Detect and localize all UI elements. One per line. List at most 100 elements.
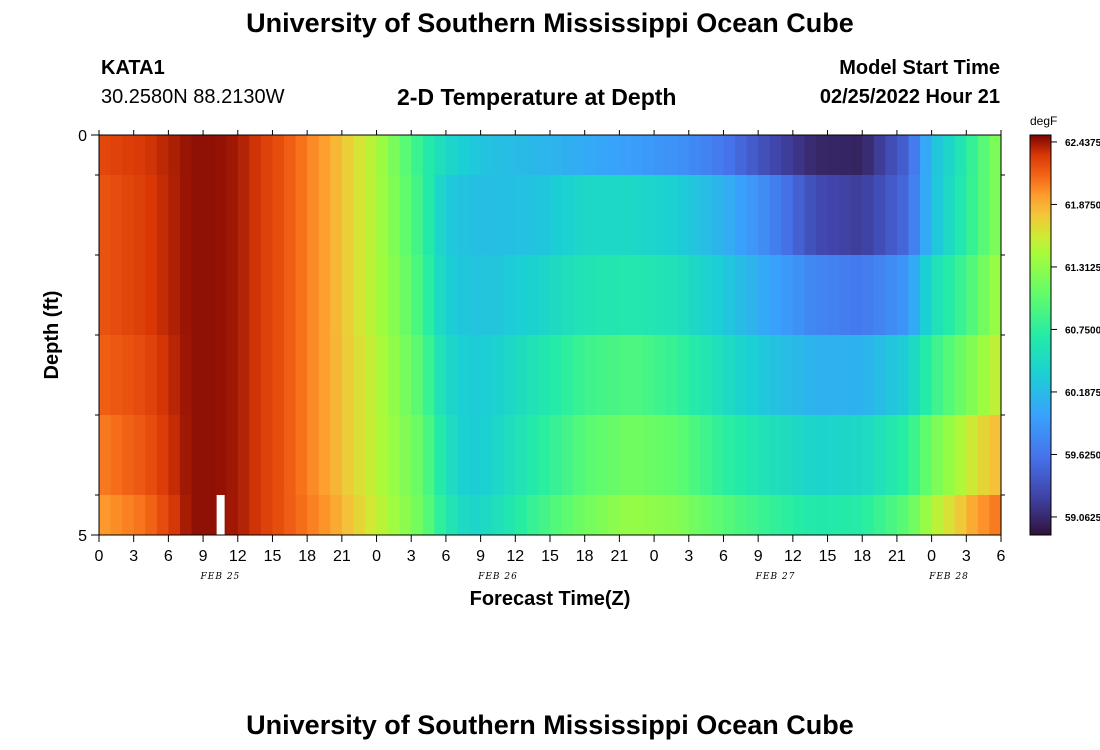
heatmap-cell	[145, 335, 158, 416]
heatmap-cell	[746, 175, 759, 256]
heatmap-cell	[711, 175, 725, 256]
heatmap-cell	[607, 495, 620, 536]
heatmap-cell	[145, 415, 158, 496]
heatmap-cell	[920, 255, 933, 336]
heatmap-cell	[272, 335, 285, 416]
heatmap-cell	[411, 335, 424, 416]
heatmap-cell	[804, 415, 817, 496]
heatmap-cell	[110, 175, 123, 256]
heatmap-cell	[214, 255, 227, 336]
heatmap-cell	[179, 495, 193, 536]
x-tick-label: 15	[819, 548, 837, 565]
heatmap-cell	[688, 495, 701, 536]
heatmap-cell	[561, 175, 574, 256]
heatmap-cell	[538, 255, 551, 336]
heatmap-cell	[260, 495, 274, 536]
heatmap-cell	[977, 135, 991, 176]
heatmap-cell	[688, 135, 701, 176]
heatmap-cell	[203, 135, 216, 176]
heatmap-cell	[550, 255, 563, 336]
heatmap-cell	[191, 135, 204, 176]
date-label: FEB 25	[200, 572, 241, 582]
heatmap-cell	[792, 135, 806, 176]
heatmap-cell	[677, 135, 690, 176]
heatmap-cell	[168, 255, 181, 336]
heatmap-cell	[931, 175, 944, 256]
heatmap-cell	[272, 415, 285, 496]
heatmap-cell	[341, 335, 355, 416]
heatmap-cell	[434, 135, 447, 176]
heatmap-cell	[237, 415, 250, 496]
heatmap-cell	[133, 255, 146, 336]
colorbar-label: 62.4375	[1065, 138, 1100, 149]
heatmap-cell	[931, 335, 944, 416]
heatmap-cell	[908, 335, 921, 416]
heatmap-cell	[492, 335, 505, 416]
heatmap-cell	[434, 335, 447, 416]
heatmap-cell	[827, 135, 840, 176]
heatmap-cell	[850, 495, 863, 536]
heatmap-cell	[341, 135, 355, 176]
heatmap-cell	[318, 135, 331, 176]
heatmap-cell	[399, 495, 412, 536]
heatmap-cell	[550, 175, 563, 256]
heatmap-cell	[145, 495, 158, 536]
heatmap-cell	[341, 495, 355, 536]
date-label: FEB 28	[928, 572, 969, 582]
colorbar-label: 59.6250	[1065, 450, 1100, 461]
heatmap-cell	[827, 495, 840, 536]
heatmap-cell	[457, 335, 470, 416]
heatmap-cell	[364, 255, 378, 336]
heatmap-cell	[445, 135, 459, 176]
heatmap-cell	[596, 255, 609, 336]
model-start-value: 02/25/2022 Hour 21	[819, 86, 1000, 108]
heatmap-cell	[469, 135, 482, 176]
heatmap-cell	[700, 135, 713, 176]
heatmap-cell	[203, 335, 216, 416]
x-tick-label: 3	[407, 548, 416, 565]
heatmap-cell	[503, 335, 516, 416]
heatmap-cell	[411, 175, 424, 256]
heatmap-cell	[469, 415, 482, 496]
model-start-label: Model Start Time	[839, 57, 1000, 79]
heatmap-cell	[573, 495, 586, 536]
heatmap-cell	[735, 495, 748, 536]
heatmap-cell	[179, 175, 193, 256]
heatmap-cell	[862, 175, 875, 256]
heatmap-cell	[122, 495, 135, 536]
heatmap-cell	[480, 495, 493, 536]
heatmap-cell	[630, 135, 644, 176]
y-tick-label: 0	[78, 128, 87, 145]
heatmap-cell	[445, 255, 459, 336]
heatmap-cell	[654, 415, 667, 496]
heatmap-cell	[619, 255, 632, 336]
heatmap-cell	[792, 175, 806, 256]
colorbar-unit: degF	[1030, 114, 1057, 128]
heatmap-cell	[908, 415, 921, 496]
heatmap-cell	[850, 335, 863, 416]
heatmap-cell	[827, 255, 840, 336]
heatmap-cell	[607, 175, 620, 256]
heatmap-cell	[607, 335, 620, 416]
heatmap-cell	[445, 175, 459, 256]
heatmap-cell	[839, 335, 852, 416]
heatmap-cell	[110, 255, 123, 336]
heatmap-cell	[827, 175, 840, 256]
heatmap-cell	[191, 495, 204, 536]
x-tick-label: 12	[784, 548, 802, 565]
heatmap-cell	[862, 415, 875, 496]
heatmap-cell	[260, 175, 274, 256]
heatmap-cell	[827, 415, 840, 496]
heatmap-cell	[873, 415, 886, 496]
heatmap-cell	[885, 255, 898, 336]
heatmap-cell	[226, 335, 239, 416]
heatmap-cell	[584, 255, 597, 336]
heatmap-cell	[110, 335, 123, 416]
heatmap-cell	[503, 175, 516, 256]
heatmap-cell	[735, 415, 748, 496]
heatmap-cell	[873, 135, 886, 176]
heatmap-cell	[364, 495, 378, 536]
heatmap-cell	[596, 495, 609, 536]
heatmap-cell	[515, 175, 528, 256]
heatmap-cell	[272, 135, 285, 176]
